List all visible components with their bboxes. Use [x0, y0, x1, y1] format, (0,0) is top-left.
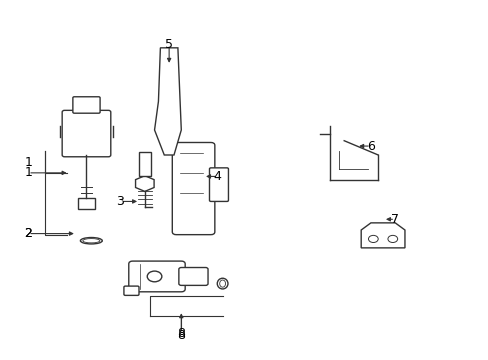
Polygon shape [361, 223, 404, 248]
Text: 3: 3 [116, 195, 124, 208]
FancyBboxPatch shape [128, 261, 185, 292]
Polygon shape [135, 176, 154, 192]
Polygon shape [154, 48, 181, 155]
Text: 6: 6 [366, 140, 374, 153]
Text: 5: 5 [165, 38, 173, 51]
FancyBboxPatch shape [62, 111, 111, 157]
FancyBboxPatch shape [73, 97, 100, 113]
Ellipse shape [219, 280, 225, 287]
Circle shape [387, 235, 397, 243]
Text: 1: 1 [24, 166, 32, 179]
Text: 1: 1 [24, 156, 32, 168]
Text: 2: 2 [24, 227, 32, 240]
Ellipse shape [217, 278, 227, 289]
Text: 2: 2 [24, 227, 32, 240]
Text: 8: 8 [177, 327, 185, 340]
FancyBboxPatch shape [172, 143, 214, 235]
Ellipse shape [82, 239, 100, 243]
Text: 4: 4 [213, 170, 221, 183]
FancyBboxPatch shape [209, 168, 228, 202]
Ellipse shape [80, 238, 102, 244]
Circle shape [368, 235, 377, 243]
FancyBboxPatch shape [123, 286, 139, 296]
Text: 8: 8 [177, 329, 185, 342]
Bar [139, 153, 150, 176]
Bar [78, 198, 95, 208]
Ellipse shape [147, 271, 162, 282]
Text: 7: 7 [390, 213, 398, 226]
FancyBboxPatch shape [179, 267, 207, 285]
